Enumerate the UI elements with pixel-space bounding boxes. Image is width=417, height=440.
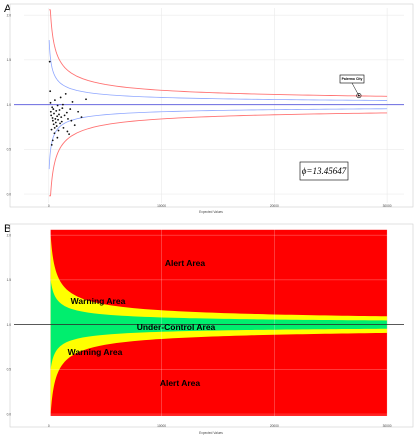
panel-b-letter: B bbox=[4, 223, 11, 235]
y-tick-label: 0.0 bbox=[7, 192, 12, 196]
y-tick-label: 0.5 bbox=[7, 368, 12, 372]
y-tick-label: 1.5 bbox=[7, 278, 12, 282]
data-point bbox=[56, 104, 59, 107]
y-tick-label: 2.0 bbox=[7, 233, 12, 237]
data-point bbox=[49, 90, 52, 93]
data-point bbox=[55, 109, 58, 112]
y-tick-label: 2.0 bbox=[7, 13, 12, 17]
panel-a-outer-lower-limit bbox=[49, 112, 388, 197]
data-point bbox=[54, 99, 56, 102]
data-point bbox=[53, 132, 56, 135]
panel-b: B 0 10000 20000 30000 0.0 0.5 1.0 1.5 2.0 Alert … bbox=[4, 223, 414, 435]
callout: Palermo City bbox=[339, 74, 365, 96]
data-point bbox=[50, 128, 53, 131]
data-point bbox=[51, 119, 54, 122]
y-tick-label: 1.5 bbox=[7, 58, 12, 62]
data-point bbox=[48, 60, 51, 63]
x-tick-label: 0 bbox=[48, 204, 50, 208]
panel-a-letter: A bbox=[4, 3, 12, 15]
x-tick-label: 30000 bbox=[383, 424, 392, 428]
data-point bbox=[49, 110, 52, 113]
callout-leader bbox=[351, 82, 360, 96]
data-point bbox=[52, 108, 55, 110]
data-point bbox=[51, 117, 54, 119]
x-tick-label: 20000 bbox=[270, 204, 279, 208]
panel-a-outer-upper-limit bbox=[49, 9, 388, 97]
data-point bbox=[53, 112, 55, 115]
data-point bbox=[70, 119, 73, 122]
callout-label: Palermo City bbox=[342, 77, 363, 81]
x-tick-label: 0 bbox=[48, 424, 50, 428]
x-tick-label: 30000 bbox=[383, 204, 392, 208]
panel-a-frame bbox=[9, 3, 414, 208]
callout-box bbox=[339, 74, 365, 84]
data-point bbox=[50, 143, 53, 146]
data-point bbox=[59, 96, 62, 99]
y-tick-label: 1.0 bbox=[7, 323, 12, 327]
data-point bbox=[67, 118, 69, 120]
alert-area-top-label: Alert Area bbox=[165, 258, 206, 268]
panel-a-ticks: 0 10000 20000 30000 0.0 0.5 1.0 1.5 2.0 bbox=[7, 13, 392, 208]
data-point bbox=[68, 133, 70, 136]
data-point bbox=[80, 116, 83, 119]
data-point bbox=[60, 120, 63, 123]
data-point bbox=[55, 125, 58, 127]
data-point bbox=[51, 106, 54, 109]
y-tick-label: 0.5 bbox=[7, 148, 12, 152]
y-tick-label: 1.0 bbox=[7, 103, 12, 107]
under-control-area-label: Under-Control Area bbox=[137, 322, 216, 332]
x-tick-label: 10000 bbox=[157, 204, 166, 208]
data-point bbox=[61, 107, 64, 110]
data-point bbox=[62, 126, 65, 129]
data-point bbox=[69, 108, 72, 110]
panel-a-inner-lower-limit bbox=[48, 108, 388, 170]
panel-b-xlabel: Expected Values bbox=[199, 431, 223, 435]
data-point bbox=[54, 118, 57, 120]
data-point bbox=[85, 98, 87, 101]
data-point bbox=[57, 129, 60, 132]
panel-a-inner-upper-limit bbox=[48, 40, 388, 101]
data-point bbox=[65, 111, 68, 114]
data-point bbox=[66, 130, 69, 133]
data-point bbox=[64, 92, 67, 95]
alert-area-bottom-label: Alert Area bbox=[160, 378, 201, 388]
warning-area-bottom-label: Warning Area bbox=[68, 347, 123, 357]
data-point bbox=[77, 110, 80, 113]
phi-box bbox=[299, 161, 349, 181]
data-point bbox=[51, 139, 54, 142]
data-point bbox=[52, 123, 55, 126]
panel-b-ticks: 0 10000 20000 30000 0.0 0.5 1.0 1.5 2.0 bbox=[7, 233, 392, 428]
data-point bbox=[58, 113, 60, 116]
data-point bbox=[49, 101, 52, 104]
panel-a: A 0 10000 20000 30000 0.0 0.5 1.0 1.5 2.0 Palerm… bbox=[4, 3, 414, 214]
data-point bbox=[56, 136, 59, 139]
palermo-city-marker bbox=[356, 93, 362, 99]
data-point bbox=[59, 122, 61, 125]
phi-annotation: ϕ=13.45647 bbox=[302, 166, 347, 176]
y-tick-label: 0.0 bbox=[7, 412, 12, 416]
data-point bbox=[53, 126, 56, 129]
data-point bbox=[58, 109, 61, 111]
data-point bbox=[54, 121, 57, 124]
panel-a-points bbox=[48, 60, 362, 146]
data-point bbox=[56, 115, 59, 118]
data-point bbox=[71, 101, 74, 103]
panel-a-xlabel: Expected Values bbox=[199, 210, 223, 214]
warning-area-top-label: Warning Area bbox=[71, 296, 126, 306]
x-tick-label: 10000 bbox=[157, 424, 166, 428]
data-point bbox=[57, 118, 59, 121]
data-point bbox=[60, 116, 63, 119]
x-tick-label: 20000 bbox=[270, 424, 279, 428]
data-point bbox=[50, 114, 53, 117]
data-point bbox=[62, 103, 64, 106]
data-point bbox=[73, 124, 76, 127]
data-point bbox=[63, 114, 66, 117]
